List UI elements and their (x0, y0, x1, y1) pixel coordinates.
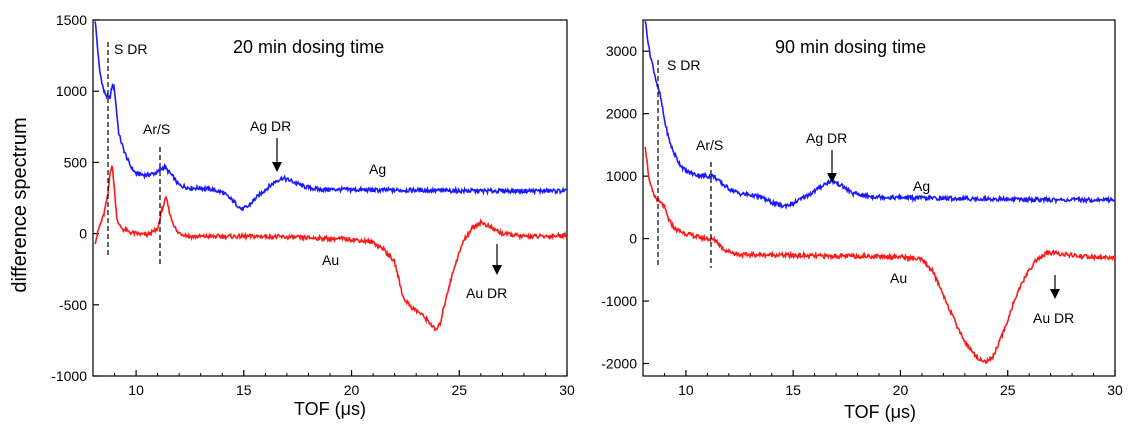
arrow-au-dr (1050, 275, 1060, 299)
annotation-au-dr: Au DR (1033, 310, 1074, 326)
y-tick-label: 0 (79, 226, 87, 242)
x-tick-label: 15 (236, 382, 252, 398)
x-axis-label: TOF (μs) (294, 399, 366, 419)
annotation-ar-s: Ar/S (143, 121, 170, 137)
x-tick-label: 10 (678, 382, 694, 398)
y-axis-label: difference spectrum (9, 117, 31, 292)
y-tick-label: 1000 (606, 168, 637, 184)
x-tick-label: 30 (559, 382, 575, 398)
series-label-au: Au (322, 252, 339, 268)
y-tick-label: 1000 (56, 83, 87, 99)
y-tick-label: -2000 (601, 356, 637, 372)
y-tick-label: 3000 (606, 43, 637, 59)
x-tick-label: 15 (785, 382, 801, 398)
annotation-au-dr: Au DR (466, 285, 507, 301)
series-label-au: Au (890, 270, 907, 286)
series-label-ag: Ag (913, 178, 930, 194)
x-tick-label: 25 (1000, 382, 1016, 398)
series-line-ag (94, 21, 567, 212)
y-tick-label: -1000 (51, 368, 87, 384)
x-tick-label: 25 (451, 382, 467, 398)
x-tick-label: 30 (1107, 382, 1123, 398)
panel-90-min: 10 15 20 25 30 -2000 -1000 0 1000 2000 3000 90 mi… (601, 19, 1123, 422)
y-tick-label: 0 (629, 231, 637, 247)
series-line-au (644, 146, 1115, 365)
annotation-s-dr: S DR (667, 57, 700, 73)
y-tick-label: -500 (59, 297, 87, 313)
y-tick-label: 500 (64, 154, 88, 170)
annotation-ag-dr: Ag DR (250, 118, 291, 134)
x-tick-label: 20 (893, 382, 909, 398)
series-label-ag: Ag (369, 161, 386, 177)
x-tick-label: 10 (128, 382, 144, 398)
y-ticks: -2000 -1000 0 1000 2000 3000 (601, 43, 649, 372)
arrow-au-dr (492, 244, 502, 275)
y-tick-label: -1000 (601, 293, 637, 309)
y-tick-label: 1500 (56, 12, 87, 28)
chart-title: 20 min dosing time (233, 37, 384, 57)
plot-frame (92, 19, 568, 377)
annotation-ar-s: Ar/S (696, 137, 723, 153)
arrow-ag-dr (272, 138, 282, 172)
x-tick-label: 20 (344, 382, 360, 398)
series-line-ag (644, 21, 1115, 211)
annotation-s-dr: S DR (114, 41, 147, 57)
plot-area (94, 21, 567, 332)
panel-20-min: 10 15 20 25 30 -1000 -500 0 500 1000 1500 20 min … (51, 12, 575, 419)
chart-title: 90 min dosing time (775, 37, 926, 57)
y-ticks: -1000 -500 0 500 1000 1500 (51, 12, 99, 384)
x-axis-label: TOF (μs) (844, 402, 916, 422)
x-ticks: 10 15 20 25 30 (92, 370, 575, 398)
series-line-au (94, 165, 567, 332)
y-tick-label: 2000 (606, 106, 637, 122)
x-ticks: 10 15 20 25 30 (642, 370, 1123, 398)
annotation-ag-dr: Ag DR (806, 130, 847, 146)
arrow-ag-dr (827, 150, 837, 183)
plot-area (644, 21, 1115, 365)
